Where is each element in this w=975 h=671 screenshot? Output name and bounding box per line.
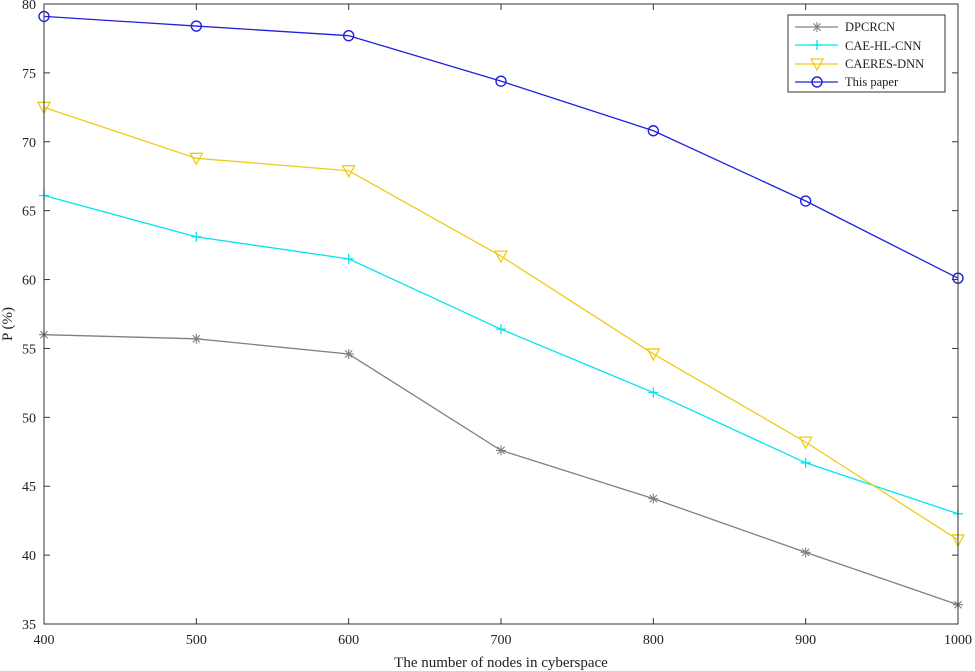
data-point-dpcrcn	[800, 547, 811, 558]
x-tick-label: 1000	[944, 633, 972, 648]
data-point-dpcrcn	[496, 445, 506, 456]
x-tick-label: 400	[34, 633, 55, 648]
y-tick-label: 60	[22, 274, 36, 289]
data-point-caeres-dnn	[189, 152, 204, 166]
data-point-cae-hl-cnn	[800, 457, 811, 468]
legend: DPCRCN CAE-HL-CNN CAERES-DNN This paper	[787, 14, 946, 93]
legend-marker-cae-hl-cnn	[812, 40, 822, 50]
data-point-caeres-dnn	[493, 250, 509, 264]
x-tick-label: 900	[795, 633, 816, 648]
legend-box	[787, 14, 946, 93]
legend-label-dpcrcn: DPCRCN	[845, 20, 895, 34]
y-tick-label: 70	[22, 136, 36, 151]
legend-label-cae-hl-cnn: CAE-HL-CNN	[845, 39, 921, 53]
series-this-paper	[38, 10, 964, 284]
data-point-this-paper	[495, 75, 507, 87]
y-tick-label: 45	[22, 480, 36, 495]
y-tick-label: 35	[22, 618, 36, 633]
data-point-dpcrcn	[648, 493, 659, 504]
x-tick-label: 700	[491, 633, 512, 648]
data-point-caeres-dnn	[646, 348, 661, 362]
data-point-this-paper	[190, 20, 203, 32]
data-point-this-paper	[342, 29, 355, 42]
data-point-cae-hl-cnn	[191, 231, 202, 242]
legend-marker-dpcrcn	[812, 22, 822, 32]
y-tick-label: 65	[22, 205, 36, 220]
legend-marker-this-paper	[811, 76, 823, 88]
legend-key-cae-hl-cnn	[795, 40, 838, 50]
x-tick-label: 800	[643, 633, 664, 648]
x-tick-label: 600	[338, 633, 359, 648]
legend-label-this-paper: This paper	[845, 75, 899, 89]
y-tick-label: 75	[22, 67, 36, 82]
legend-marker-caeres-dnn	[809, 58, 825, 72]
data-point-dpcrcn	[191, 333, 202, 344]
axis-ticks: 400 500 600 700 800 900 1000 35 40 45 50 55 60 65 70 75…	[22, 0, 972, 648]
y-axis-title: P (%)	[0, 307, 16, 341]
data-point-caeres-dnn	[798, 436, 813, 450]
y-tick-label: 80	[22, 0, 36, 13]
data-point-dpcrcn	[343, 348, 354, 359]
data-point-this-paper	[799, 195, 812, 207]
x-tick-label: 500	[186, 633, 207, 648]
legend-label-caeres-dnn: CAERES-DNN	[845, 57, 924, 71]
x-axis-title: The number of nodes in cyberspace	[394, 655, 608, 671]
series-line-this-paper	[43, 15, 959, 279]
y-tick-label: 55	[22, 342, 36, 357]
data-point-cae-hl-cnn	[648, 387, 659, 398]
legend-key-dpcrcn	[795, 22, 838, 32]
y-tick-label: 50	[22, 411, 36, 426]
series-line-caeres-dnn	[43, 106, 959, 541]
data-point-this-paper	[647, 125, 660, 137]
data-point-caeres-dnn	[341, 165, 356, 179]
data-point-cae-hl-cnn	[343, 253, 354, 264]
legend-key-caeres-dnn	[795, 58, 838, 72]
legend-keys	[795, 22, 838, 88]
y-tick-label: 40	[22, 549, 36, 564]
legend-key-this-paper	[795, 76, 838, 88]
data-point-cae-hl-cnn	[496, 324, 506, 335]
